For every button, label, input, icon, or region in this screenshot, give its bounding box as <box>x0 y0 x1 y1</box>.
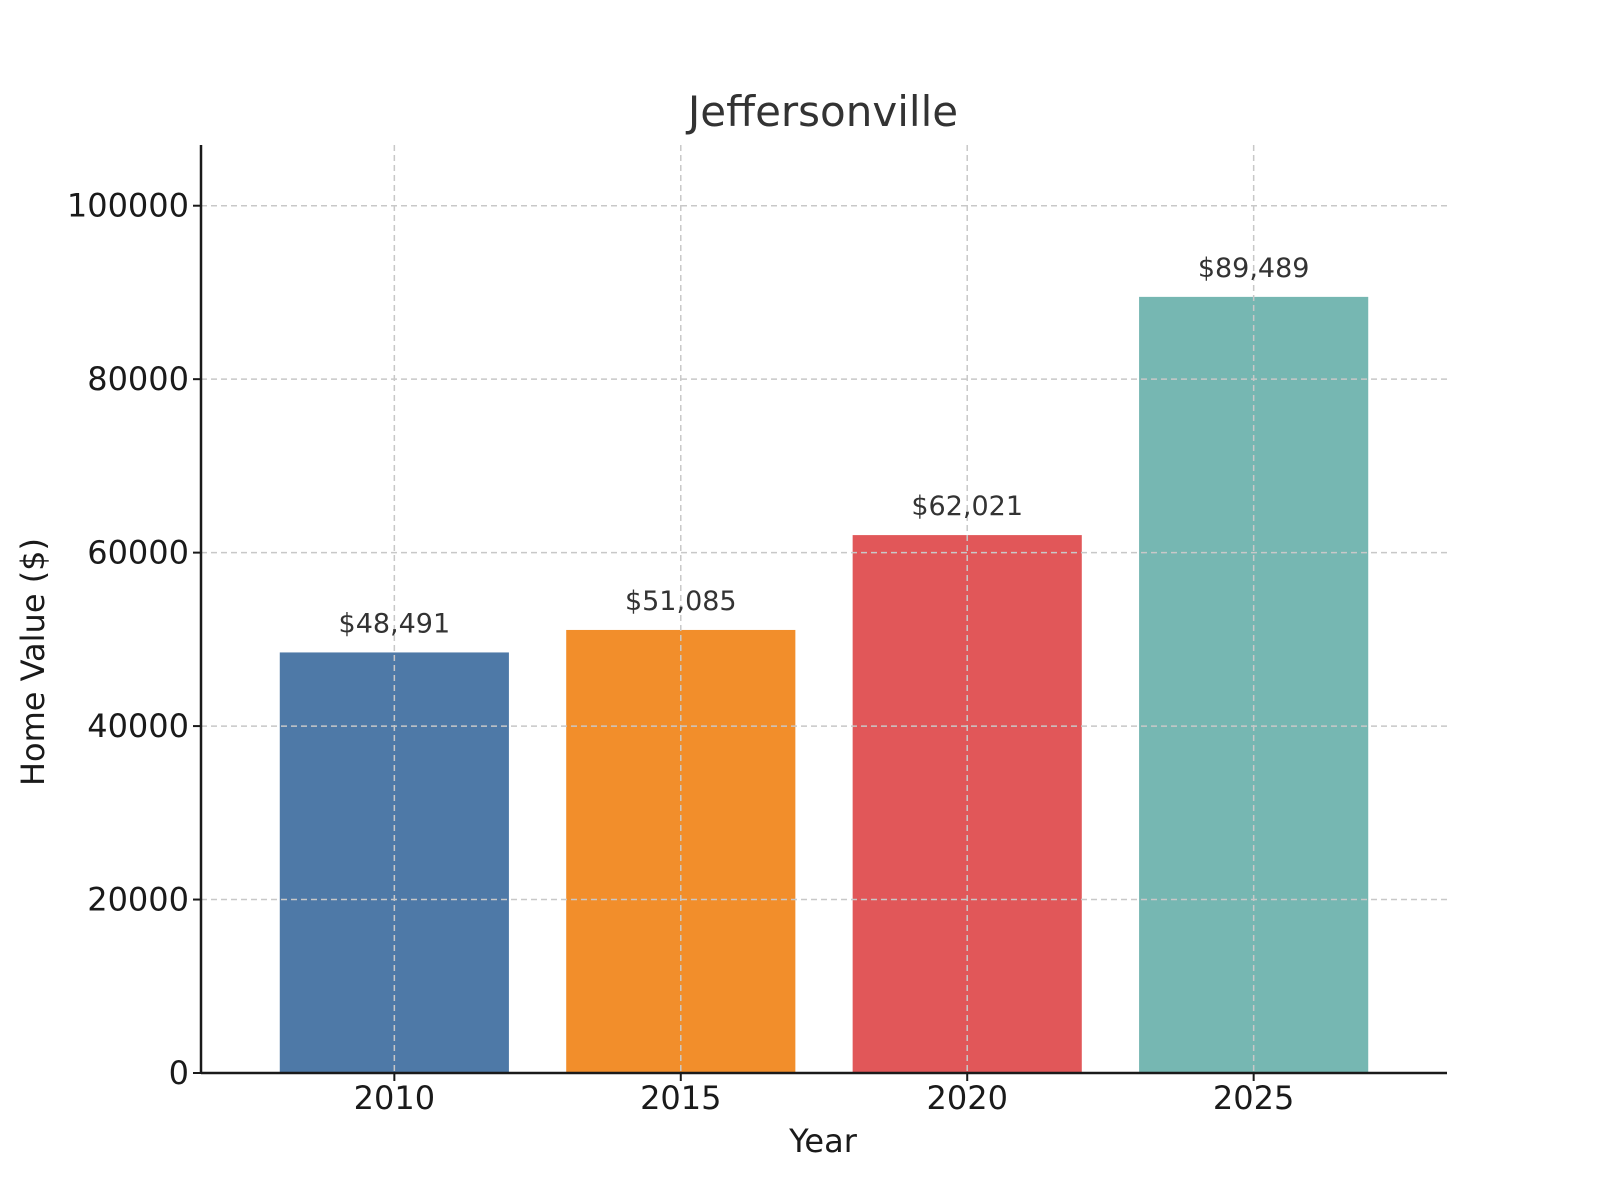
bar-value-label: $62,021 <box>911 491 1023 522</box>
y-tick-label: 40000 <box>87 707 189 745</box>
x-axis-label: Year <box>788 1122 858 1160</box>
y-tick-label: 20000 <box>87 881 189 919</box>
x-tick-label: 2025 <box>1213 1079 1294 1117</box>
axes <box>199 145 1447 1075</box>
x-tick-label: 2010 <box>354 1079 435 1117</box>
y-axis-label: Home Value ($) <box>14 538 52 786</box>
bar-value-label: $51,085 <box>625 586 737 617</box>
y-tick-label: 60000 <box>87 534 189 572</box>
tick-labels: 0 20000 40000 60000 80000 100000 2010 2015 2020 2… <box>67 187 1295 1117</box>
bar-value-label: $89,489 <box>1198 253 1310 284</box>
x-tick-label: 2015 <box>640 1079 721 1117</box>
grid <box>201 145 1447 1073</box>
x-tick-label: 2020 <box>926 1079 1007 1117</box>
y-tick-label: 100000 <box>67 187 189 225</box>
bar-value-label: $48,491 <box>339 608 451 639</box>
y-tick-label: 0 <box>169 1054 189 1092</box>
bar-2020 <box>852 535 1082 1073</box>
value-labels: $48,491 $51,085 $62,021 $89,489 <box>339 253 1310 640</box>
y-tick-label: 80000 <box>87 360 189 398</box>
bar-2010 <box>279 652 509 1073</box>
chart-title: Jeffersonville <box>685 87 958 136</box>
bars <box>279 296 1369 1073</box>
